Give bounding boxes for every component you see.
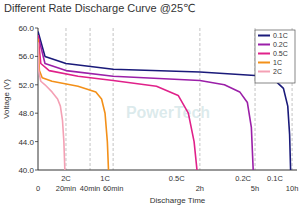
legend-swatch bbox=[258, 62, 270, 64]
series-line bbox=[38, 39, 109, 170]
x-axis-label: Discharge Time bbox=[150, 196, 206, 205]
watermark: PowerTech bbox=[126, 104, 210, 121]
legend-box bbox=[255, 30, 295, 83]
series-line bbox=[38, 35, 253, 170]
x-tick-label: 0 bbox=[36, 184, 40, 193]
legend: 0.1C 0.2C 0.5C 1C 2C bbox=[255, 30, 295, 83]
y-tick-label: 44.0 bbox=[18, 138, 34, 147]
x-tick-label: 60min bbox=[103, 184, 123, 193]
x-axis bbox=[38, 170, 297, 171]
series-line bbox=[38, 42, 65, 170]
legend-swatch bbox=[258, 53, 270, 55]
y-tick-label: 48.0 bbox=[18, 109, 34, 118]
chart: Different Rate Discharge Curve @25℃ Power… bbox=[0, 0, 300, 206]
grid-line bbox=[65, 28, 66, 170]
annotation: 1C bbox=[100, 174, 110, 183]
y-axis-label: Voltage (V) bbox=[2, 79, 11, 119]
series-line bbox=[38, 32, 291, 170]
annotation: 0.1C bbox=[267, 174, 283, 183]
grid-line bbox=[90, 28, 91, 170]
y-tick-label: 60.0 bbox=[18, 24, 34, 33]
legend-label: 1C bbox=[273, 59, 282, 66]
legend-swatch bbox=[258, 44, 270, 46]
x-tick-label: 5h bbox=[251, 184, 259, 193]
x-tick-label: 2h bbox=[196, 184, 204, 193]
legend-swatch bbox=[258, 71, 270, 73]
legend-swatch bbox=[258, 35, 270, 37]
legend-label: 0.1C bbox=[273, 32, 288, 39]
legend-label: 0.2C bbox=[273, 41, 288, 48]
annotation: 0.5C bbox=[169, 174, 185, 183]
grid-line bbox=[113, 28, 114, 170]
x-tick-label: 40min bbox=[80, 184, 100, 193]
y-tick-label: 52.0 bbox=[18, 81, 34, 90]
plot-area bbox=[38, 32, 291, 170]
series-line bbox=[38, 35, 197, 170]
annotation: 0.2C bbox=[235, 174, 251, 183]
y-tick-label: 40.0 bbox=[18, 166, 34, 175]
legend-label: 0.5C bbox=[273, 50, 288, 57]
grid-line bbox=[199, 28, 200, 170]
annotation: 2C bbox=[61, 174, 71, 183]
y-tick-label: 56.0 bbox=[18, 52, 34, 61]
x-tick-label: 10h bbox=[286, 184, 299, 193]
legend-label: 2C bbox=[273, 68, 282, 75]
title: Different Rate Discharge Curve @25℃ bbox=[4, 2, 195, 14]
x-tick-label: 20min bbox=[56, 184, 76, 193]
